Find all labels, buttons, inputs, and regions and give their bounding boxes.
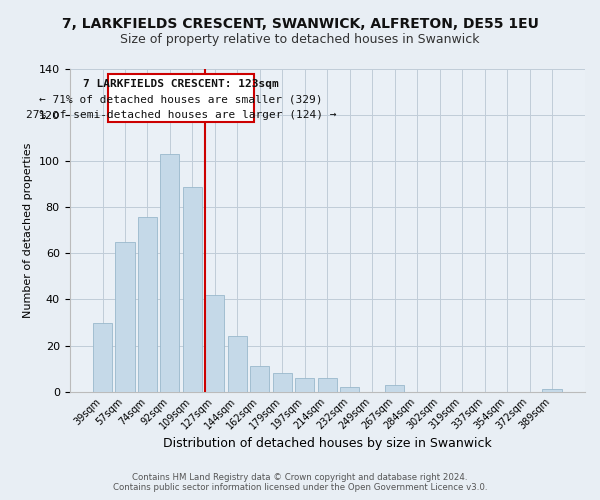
Bar <box>295 378 314 392</box>
Bar <box>250 366 269 392</box>
Text: 27% of semi-detached houses are larger (124) →: 27% of semi-detached houses are larger (… <box>26 110 337 120</box>
Bar <box>138 216 157 392</box>
Bar <box>542 390 562 392</box>
Y-axis label: Number of detached properties: Number of detached properties <box>23 142 33 318</box>
Text: 7, LARKFIELDS CRESCENT, SWANWICK, ALFRETON, DE55 1EU: 7, LARKFIELDS CRESCENT, SWANWICK, ALFRET… <box>62 18 538 32</box>
Text: Contains HM Land Registry data © Crown copyright and database right 2024.
Contai: Contains HM Land Registry data © Crown c… <box>113 473 487 492</box>
Bar <box>160 154 179 392</box>
Bar <box>205 295 224 392</box>
FancyBboxPatch shape <box>108 74 254 122</box>
Bar <box>183 186 202 392</box>
Bar <box>318 378 337 392</box>
Bar <box>228 336 247 392</box>
Bar <box>93 322 112 392</box>
Bar <box>385 385 404 392</box>
Bar <box>340 387 359 392</box>
Text: Size of property relative to detached houses in Swanwick: Size of property relative to detached ho… <box>120 32 480 46</box>
Text: 7 LARKFIELDS CRESCENT: 123sqm: 7 LARKFIELDS CRESCENT: 123sqm <box>83 80 279 90</box>
Bar <box>273 373 292 392</box>
Bar <box>115 242 134 392</box>
Text: ← 71% of detached houses are smaller (329): ← 71% of detached houses are smaller (32… <box>40 94 323 104</box>
X-axis label: Distribution of detached houses by size in Swanwick: Distribution of detached houses by size … <box>163 437 491 450</box>
